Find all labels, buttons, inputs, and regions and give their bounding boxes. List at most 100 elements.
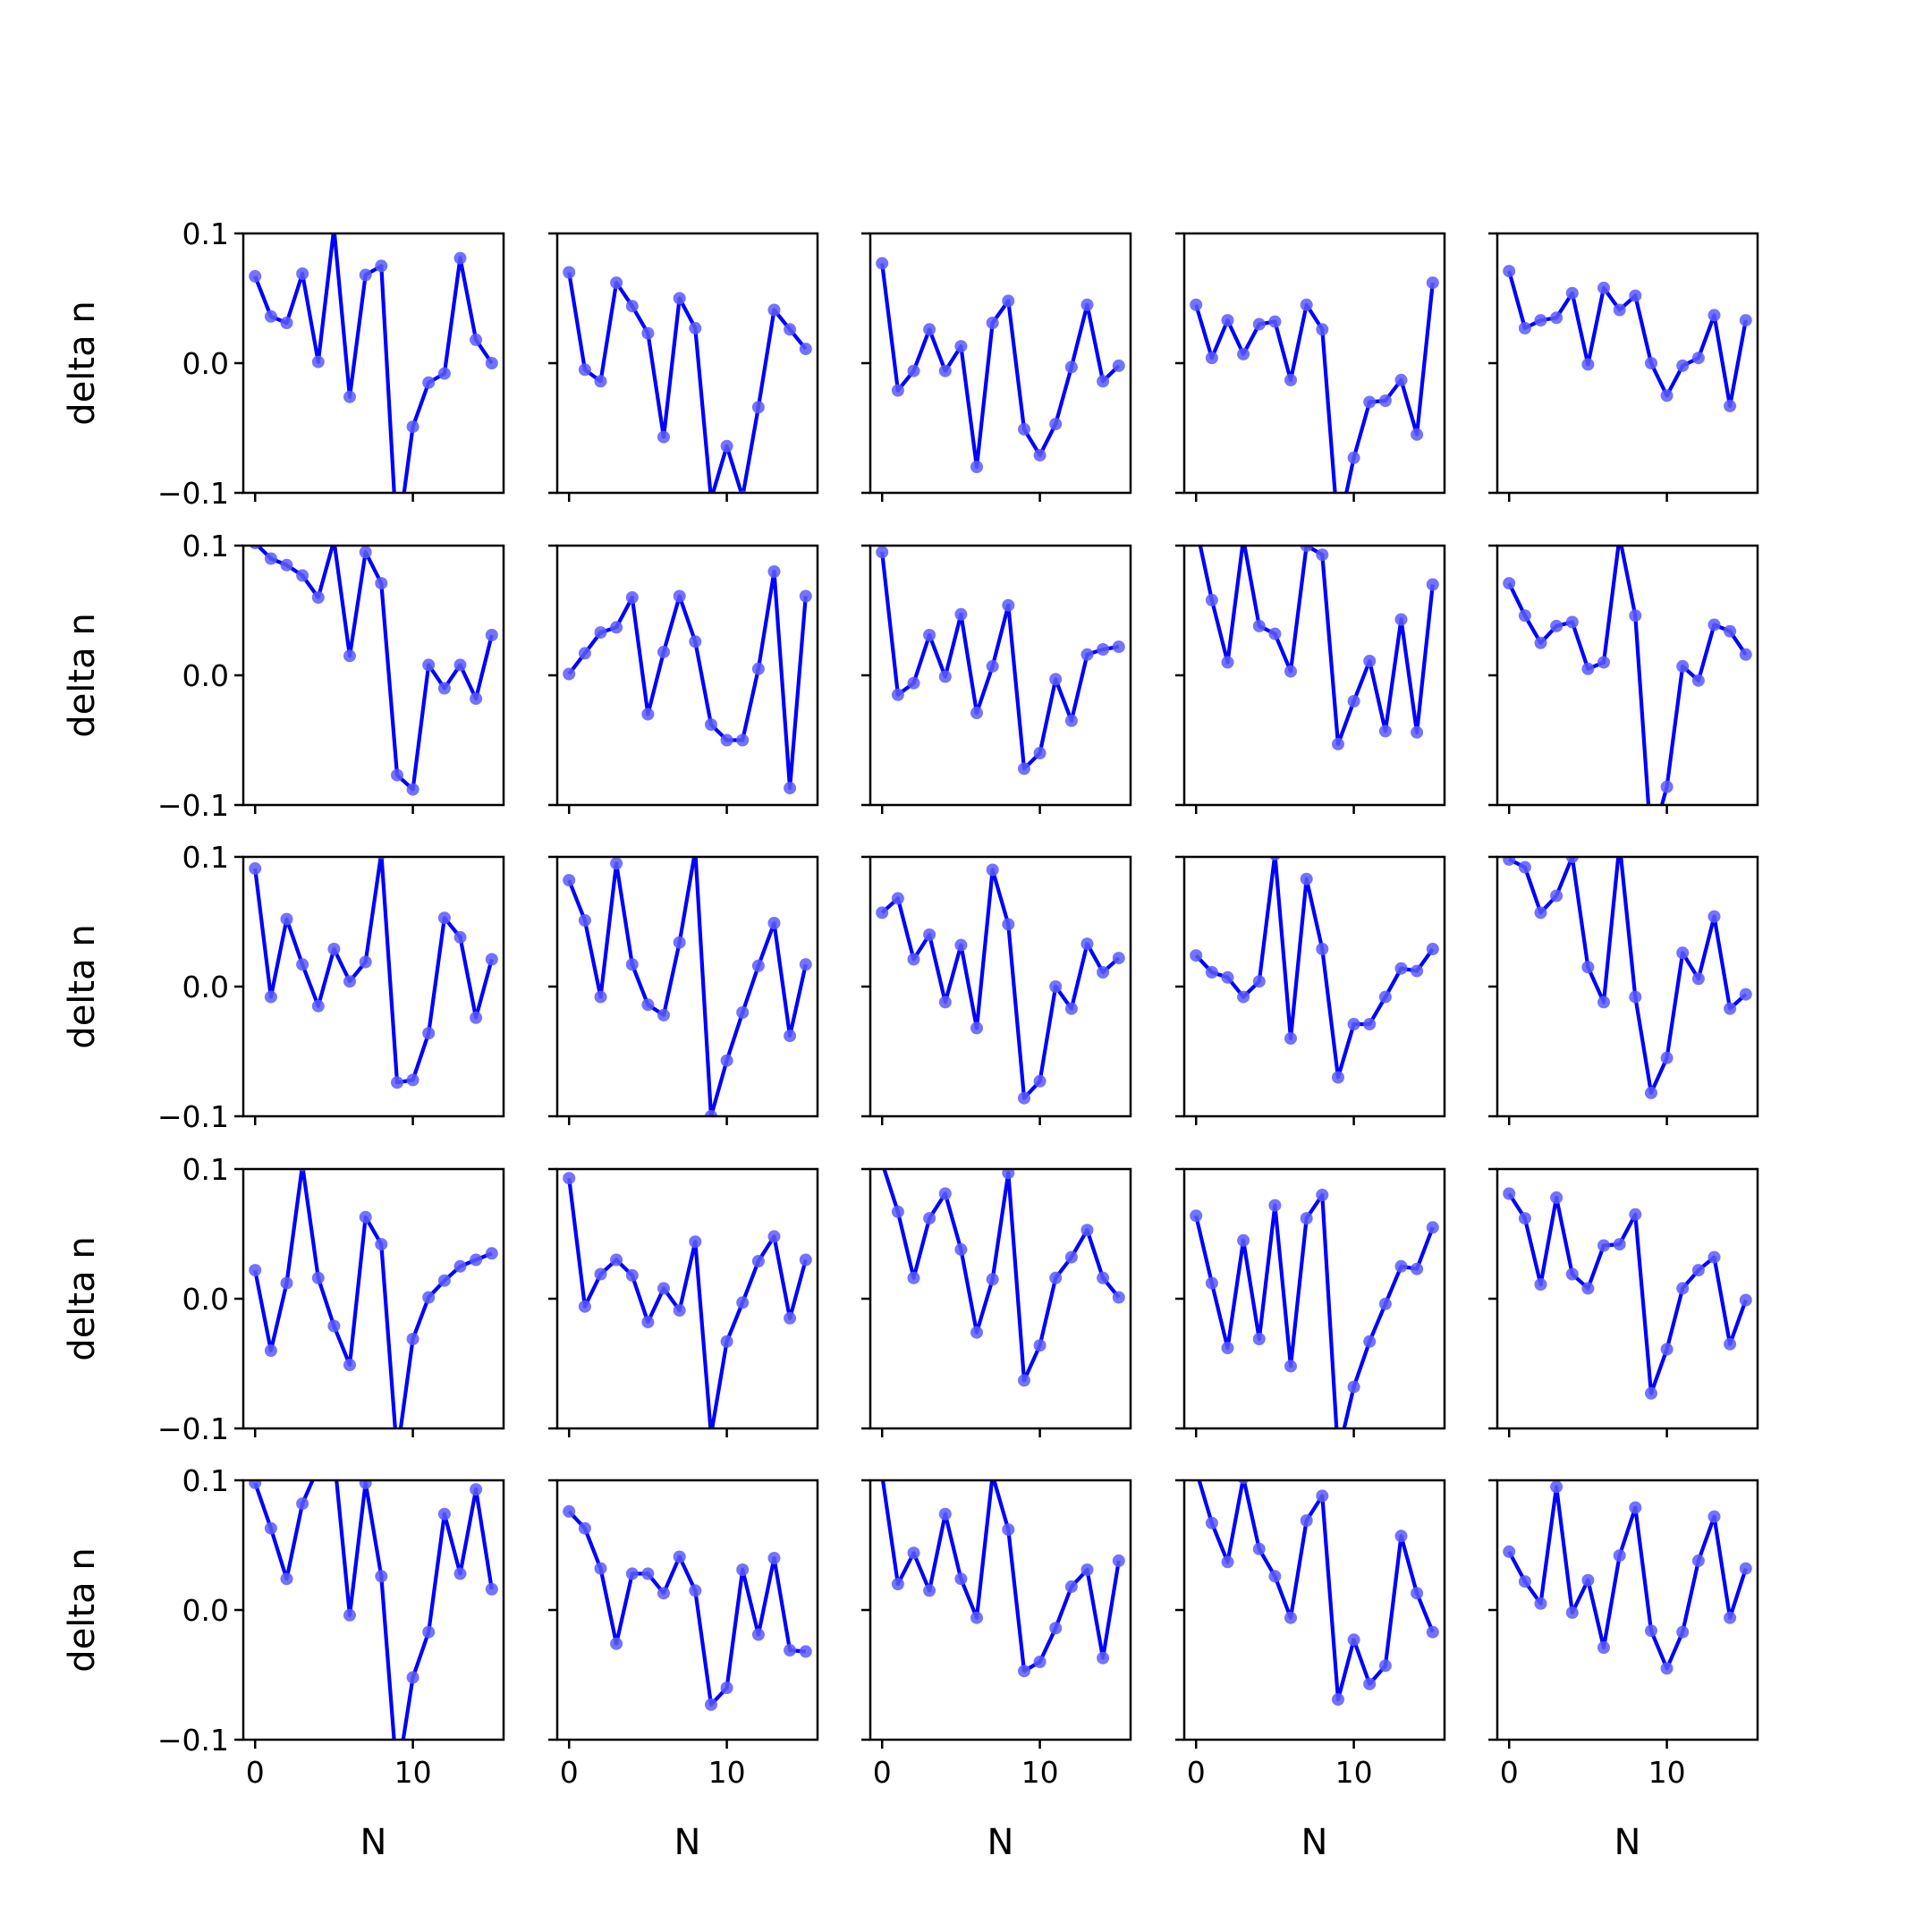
series-line <box>1507 1192 1748 1395</box>
data-point <box>1378 990 1392 1004</box>
data-point <box>1033 1339 1046 1352</box>
data-point <box>391 1076 403 1089</box>
data-point <box>578 914 591 927</box>
data-point <box>1613 1238 1626 1251</box>
data-point <box>1676 359 1690 372</box>
data-point <box>1645 1624 1657 1638</box>
series-group <box>876 257 1125 473</box>
data-point <box>1332 737 1344 750</box>
data-point <box>470 1253 483 1267</box>
data-point <box>1363 395 1377 409</box>
data-point <box>1378 394 1392 407</box>
panel-r0-c4 <box>1488 232 1759 502</box>
x-tick-label: 10 <box>1021 1755 1059 1790</box>
data-point <box>1503 1545 1516 1558</box>
data-point <box>720 1054 733 1067</box>
panel-r4-c3: 0 10N <box>1175 1479 1446 1863</box>
data-point <box>1503 577 1516 590</box>
panel-r0-c1 <box>548 232 819 502</box>
data-point <box>1097 1651 1110 1665</box>
data-point <box>954 938 968 952</box>
panel-r4-c2: 0 10N <box>861 1479 1132 1863</box>
data-point <box>1550 1480 1563 1494</box>
y-tick-label: 0.0 <box>182 346 229 381</box>
data-point <box>970 1326 983 1339</box>
data-point <box>422 1625 436 1639</box>
data-point <box>907 1271 920 1284</box>
data-point <box>1300 546 1313 552</box>
panels: −0.1 0.0 0.1 delta n −0.1 0.0 0.1 delta n −0.1 0.… <box>62 216 1759 1863</box>
data-point <box>907 1546 920 1560</box>
data-point <box>673 589 686 603</box>
series-line <box>253 1169 493 1428</box>
panel-r3-c4 <box>1488 1167 1759 1437</box>
data-point <box>1550 889 1563 902</box>
series-line <box>1194 857 1435 1080</box>
data-point <box>1518 1212 1531 1225</box>
data-point <box>1426 276 1439 290</box>
data-point <box>1268 1570 1282 1583</box>
data-point <box>1707 1510 1721 1523</box>
series-group <box>1198 546 1439 750</box>
panel-r4-c0: −0.1 0.0 0.1 0 10 delta n N <box>62 1463 505 1863</box>
data-point <box>1691 972 1705 986</box>
panel-r2-c3 <box>1175 855 1446 1125</box>
data-point <box>938 1187 952 1200</box>
data-point <box>799 1253 812 1267</box>
data-point <box>375 1570 388 1583</box>
data-point <box>1518 609 1531 623</box>
series-line <box>880 868 1121 1100</box>
y-tick-label: −0.1 <box>157 1411 229 1446</box>
data-point <box>954 1242 968 1256</box>
data-point <box>673 1304 686 1317</box>
data-point <box>736 1296 750 1309</box>
y-tick-label: 0.1 <box>182 216 229 251</box>
data-point <box>1739 1293 1752 1307</box>
data-point <box>938 1507 952 1521</box>
data-point <box>1534 906 1547 919</box>
data-point <box>891 1205 904 1218</box>
data-point <box>689 635 702 648</box>
data-point <box>453 1567 467 1580</box>
data-point <box>1534 314 1547 327</box>
series-group <box>882 1169 1125 1387</box>
data-point <box>986 1273 999 1286</box>
series-group <box>563 1172 812 1428</box>
data-point <box>1660 780 1674 793</box>
data-point <box>1190 298 1203 311</box>
data-point <box>1033 1074 1046 1088</box>
series-group <box>249 1169 498 1428</box>
data-point <box>1426 943 1439 955</box>
data-point <box>907 364 920 377</box>
data-point <box>767 303 781 317</box>
data-point <box>876 546 889 559</box>
data-point <box>673 1550 686 1563</box>
data-point <box>578 647 591 660</box>
data-point <box>359 1480 372 1489</box>
data-point <box>1629 1501 1642 1514</box>
series-line <box>253 857 494 1085</box>
data-point <box>1724 624 1737 638</box>
data-point <box>343 975 356 988</box>
series-group <box>249 857 498 1089</box>
data-point <box>1503 265 1516 278</box>
data-point <box>751 959 765 972</box>
data-point <box>1064 360 1078 374</box>
data-point <box>1645 1386 1657 1400</box>
data-point <box>249 1480 262 1489</box>
y-axis-label: delta n <box>62 1236 103 1360</box>
data-point <box>1550 619 1563 632</box>
data-point <box>907 953 920 966</box>
data-point <box>1252 1542 1266 1555</box>
data-point <box>453 658 467 672</box>
data-point <box>1316 1489 1329 1503</box>
data-point <box>891 1578 904 1590</box>
data-point <box>1660 1662 1674 1675</box>
data-point <box>1112 952 1125 965</box>
data-point <box>1629 289 1642 302</box>
data-point <box>1597 996 1610 1009</box>
data-point <box>1190 949 1203 962</box>
panel-r1-c3 <box>1175 544 1446 814</box>
data-point <box>1691 674 1705 687</box>
data-point <box>751 662 765 675</box>
